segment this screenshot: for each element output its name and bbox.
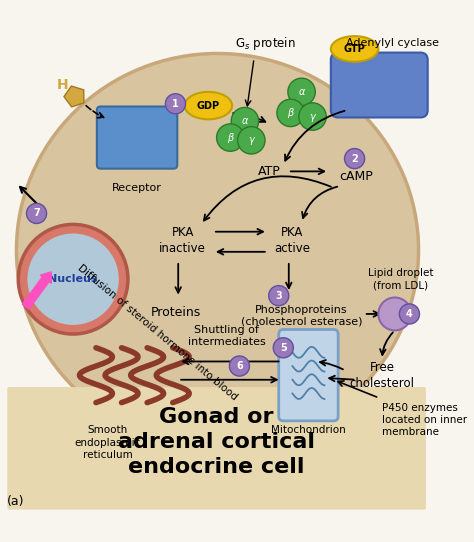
Ellipse shape — [184, 92, 232, 119]
Text: 6: 6 — [236, 361, 243, 371]
Text: 7: 7 — [33, 209, 40, 218]
FancyBboxPatch shape — [97, 106, 177, 169]
Circle shape — [378, 298, 411, 331]
Text: γ: γ — [248, 136, 254, 145]
Text: PKA
inactive: PKA inactive — [159, 227, 206, 255]
Text: Adenylyl cyclase: Adenylyl cyclase — [346, 38, 439, 48]
Text: H: H — [56, 79, 68, 93]
Text: Lipid droplet
(from LDL): Lipid droplet (from LDL) — [367, 268, 433, 291]
Text: P450 enzymes
located on inner
membrane: P450 enzymes located on inner membrane — [382, 403, 467, 437]
Text: 1: 1 — [172, 99, 179, 109]
Text: 4: 4 — [406, 309, 413, 319]
Text: Shuttling of
intermediates: Shuttling of intermediates — [188, 325, 265, 347]
Text: ATP: ATP — [258, 165, 281, 178]
Text: 2: 2 — [351, 153, 358, 164]
Circle shape — [217, 124, 244, 151]
Text: (a): (a) — [7, 495, 25, 508]
Circle shape — [269, 286, 289, 306]
Text: α: α — [299, 87, 305, 97]
Text: γ: γ — [310, 112, 315, 121]
Text: endocrine cell: endocrine cell — [128, 456, 305, 476]
Text: Free
cholesterol: Free cholesterol — [349, 360, 414, 390]
Text: GDP: GDP — [197, 101, 220, 111]
Circle shape — [27, 234, 119, 325]
Circle shape — [277, 99, 304, 127]
Text: 3: 3 — [275, 291, 282, 301]
Circle shape — [288, 78, 315, 106]
Circle shape — [345, 149, 365, 169]
Text: G$_s$ protein: G$_s$ protein — [235, 35, 295, 52]
Circle shape — [299, 103, 326, 130]
Text: Mitochondrion: Mitochondrion — [271, 425, 346, 435]
FancyArrow shape — [22, 272, 51, 309]
Text: Smooth
endoplasmic
reticulum: Smooth endoplasmic reticulum — [74, 425, 141, 460]
FancyBboxPatch shape — [331, 53, 428, 118]
Text: β: β — [227, 133, 233, 143]
Text: Gonad or: Gonad or — [159, 407, 274, 427]
Text: GTP: GTP — [344, 44, 365, 54]
Circle shape — [18, 224, 128, 334]
Text: PKA
active: PKA active — [274, 227, 310, 255]
Text: cAMP: cAMP — [339, 170, 374, 183]
Circle shape — [165, 94, 185, 114]
Text: β: β — [288, 108, 294, 118]
FancyBboxPatch shape — [279, 330, 338, 421]
Circle shape — [400, 304, 419, 324]
Ellipse shape — [331, 36, 378, 62]
Text: Phosphoproteins
(cholesterol esterase): Phosphoproteins (cholesterol esterase) — [241, 305, 362, 327]
Text: Receptor: Receptor — [112, 183, 162, 193]
Circle shape — [237, 127, 265, 154]
Text: Diffusion of steroid hormone into blood: Diffusion of steroid hormone into blood — [75, 262, 239, 402]
Text: Proteins: Proteins — [150, 306, 201, 319]
Text: adrenal cortical: adrenal cortical — [118, 432, 315, 452]
Ellipse shape — [17, 54, 419, 447]
Text: α: α — [242, 116, 248, 126]
Circle shape — [229, 356, 249, 376]
Text: 5: 5 — [280, 343, 287, 353]
Circle shape — [231, 107, 259, 135]
Text: Nucleus: Nucleus — [48, 274, 98, 284]
Circle shape — [273, 338, 293, 358]
Circle shape — [27, 203, 46, 223]
FancyBboxPatch shape — [7, 387, 426, 509]
